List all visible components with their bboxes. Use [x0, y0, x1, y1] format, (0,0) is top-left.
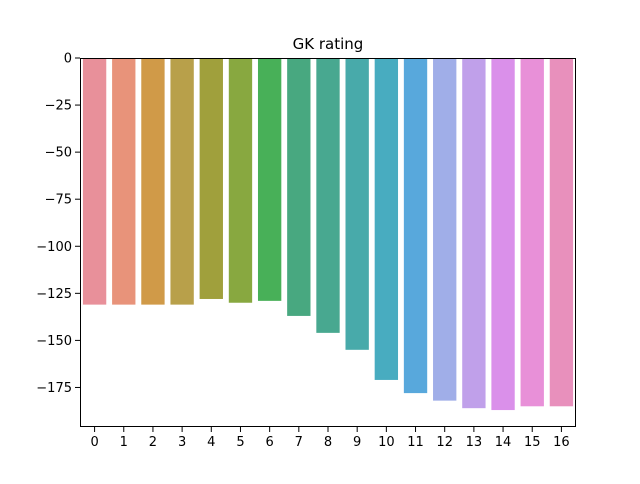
- bar-11: [403, 58, 428, 394]
- bar-16: [549, 58, 574, 407]
- bar-9: [345, 58, 369, 350]
- bar-4: [199, 58, 223, 299]
- x-tick-label-11: 11: [407, 435, 424, 450]
- y-tick-label-2: −50: [45, 146, 72, 161]
- y-tick-label-6: −150: [36, 334, 72, 349]
- x-tick-label-9: 9: [353, 435, 361, 450]
- bar-2: [141, 58, 165, 305]
- bar-14: [491, 58, 515, 411]
- x-tick-label-3: 3: [178, 435, 186, 450]
- bar-13: [462, 58, 486, 409]
- x-tick-label-14: 14: [495, 435, 512, 450]
- bar-1: [112, 58, 136, 305]
- bar-12: [433, 58, 457, 401]
- y-tick-label-7: −175: [36, 381, 72, 396]
- bar-7: [287, 58, 311, 316]
- x-tick-label-6: 6: [266, 435, 274, 450]
- bar-10: [374, 58, 399, 380]
- x-tick-label-12: 12: [436, 435, 453, 450]
- y-tick-label-1: −25: [45, 99, 72, 114]
- chart-title: GK rating: [293, 35, 364, 53]
- y-axis: 0 −25 −50 −75 −100 −125 −150 −175: [36, 52, 80, 396]
- x-tick-label-15: 15: [524, 435, 541, 450]
- x-tick-label-7: 7: [295, 435, 303, 450]
- bar-6: [257, 58, 282, 301]
- bar-5: [228, 58, 253, 303]
- bars-group: [82, 58, 574, 411]
- x-tick-label-5: 5: [236, 435, 244, 450]
- y-tick-label-3: −75: [45, 193, 72, 208]
- y-tick-label-0: 0: [64, 52, 72, 67]
- y-tick-label-5: −125: [36, 287, 72, 302]
- bar-0: [82, 58, 107, 305]
- x-tick-label-4: 4: [207, 435, 215, 450]
- x-tick-label-1: 1: [120, 435, 128, 450]
- x-tick-label-16: 16: [553, 435, 570, 450]
- plot-frame: [80, 58, 576, 427]
- bar-8: [316, 58, 340, 333]
- x-tick-label-10: 10: [378, 435, 395, 450]
- x-axis: 0 1 2 3 4 5 6 7 8 9 10 11 12 13 14 15 16: [90, 427, 570, 450]
- x-tick-label-13: 13: [466, 435, 483, 450]
- bar-3: [170, 58, 194, 305]
- x-tick-label-2: 2: [149, 435, 157, 450]
- x-tick-label-0: 0: [90, 435, 98, 450]
- bar-15: [520, 58, 544, 407]
- y-tick-label-4: −100: [36, 240, 72, 255]
- x-tick-label-8: 8: [324, 435, 332, 450]
